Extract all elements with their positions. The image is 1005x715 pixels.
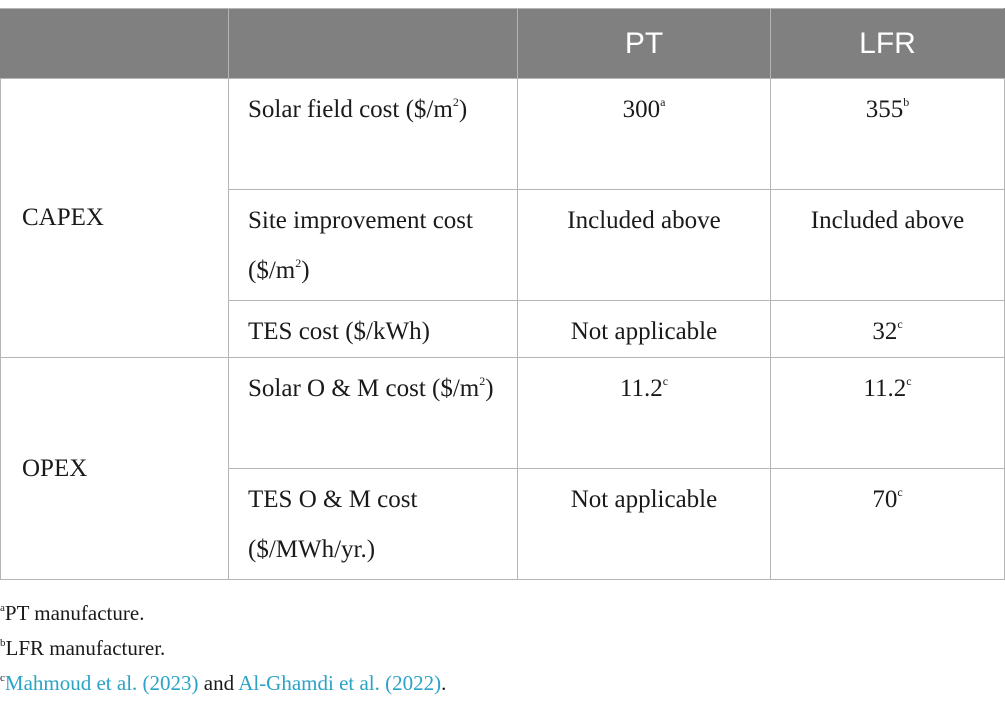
table-row: OPEX Solar O & M cost ($/m2) 11.2c 11.2c <box>0 357 1005 580</box>
item-cell: TES O & M cost ($/MWh/yr.) <box>228 468 518 580</box>
header-blank-1 <box>0 8 229 79</box>
item-cell: Solar O & M cost ($/m2) <box>228 357 518 469</box>
lfr-value-cell: 355b <box>770 78 1005 190</box>
header-blank-2 <box>228 8 518 79</box>
header-pt: PT <box>517 8 771 79</box>
group-label-capex: CAPEX <box>0 78 229 358</box>
footnote-c: cMahmoud et al. (2023) and Al-Ghamdi et … <box>0 671 447 695</box>
item-cell: Site improvement cost ($/m2) <box>228 189 518 301</box>
table-row: TES O & M cost ($/MWh/yr.) Not applicabl… <box>1 468 1005 580</box>
table-row: Site improvement cost ($/m2) Included ab… <box>1 189 1005 301</box>
table-row: CAPEX Solar field cost ($/m2) 300a 355b <box>0 78 1005 358</box>
pt-value-cell: Not applicable <box>517 468 771 580</box>
pt-value-cell: Included above <box>517 189 771 301</box>
header-row: PT LFR <box>0 8 1005 79</box>
pt-value-cell: 300a <box>517 78 771 190</box>
lfr-value-cell: 70c <box>770 468 1005 580</box>
item-cell: TES cost ($/kWh) <box>228 300 518 358</box>
pt-value-cell: Not applicable <box>517 300 771 358</box>
footnote-a: aPT manufacture. <box>0 601 145 625</box>
lfr-value-cell: 32c <box>770 300 1005 358</box>
table-row: TES cost ($/kWh) Not applicable 32c <box>1 300 1005 358</box>
lfr-value-cell: Included above <box>770 189 1005 301</box>
reference-link-mahmoud[interactable]: Mahmoud et al. (2023) <box>4 671 199 695</box>
footnotes: aPT manufacture. bLFR manufacturer. cMah… <box>0 596 446 701</box>
item-cell: Solar field cost ($/m2) <box>228 78 518 190</box>
pt-value-cell: 11.2c <box>517 357 771 469</box>
header-lfr: LFR <box>770 8 1005 79</box>
reference-link-al-ghamdi[interactable]: Al-Ghamdi et al. (2022) <box>238 671 442 695</box>
cost-table: PT LFR CAPEX Solar field cost ($/m2) 300… <box>0 8 1005 580</box>
lfr-value-cell: 11.2c <box>770 357 1005 469</box>
group-label-opex: OPEX <box>0 357 229 580</box>
footnote-b: bLFR manufacturer. <box>0 636 166 660</box>
